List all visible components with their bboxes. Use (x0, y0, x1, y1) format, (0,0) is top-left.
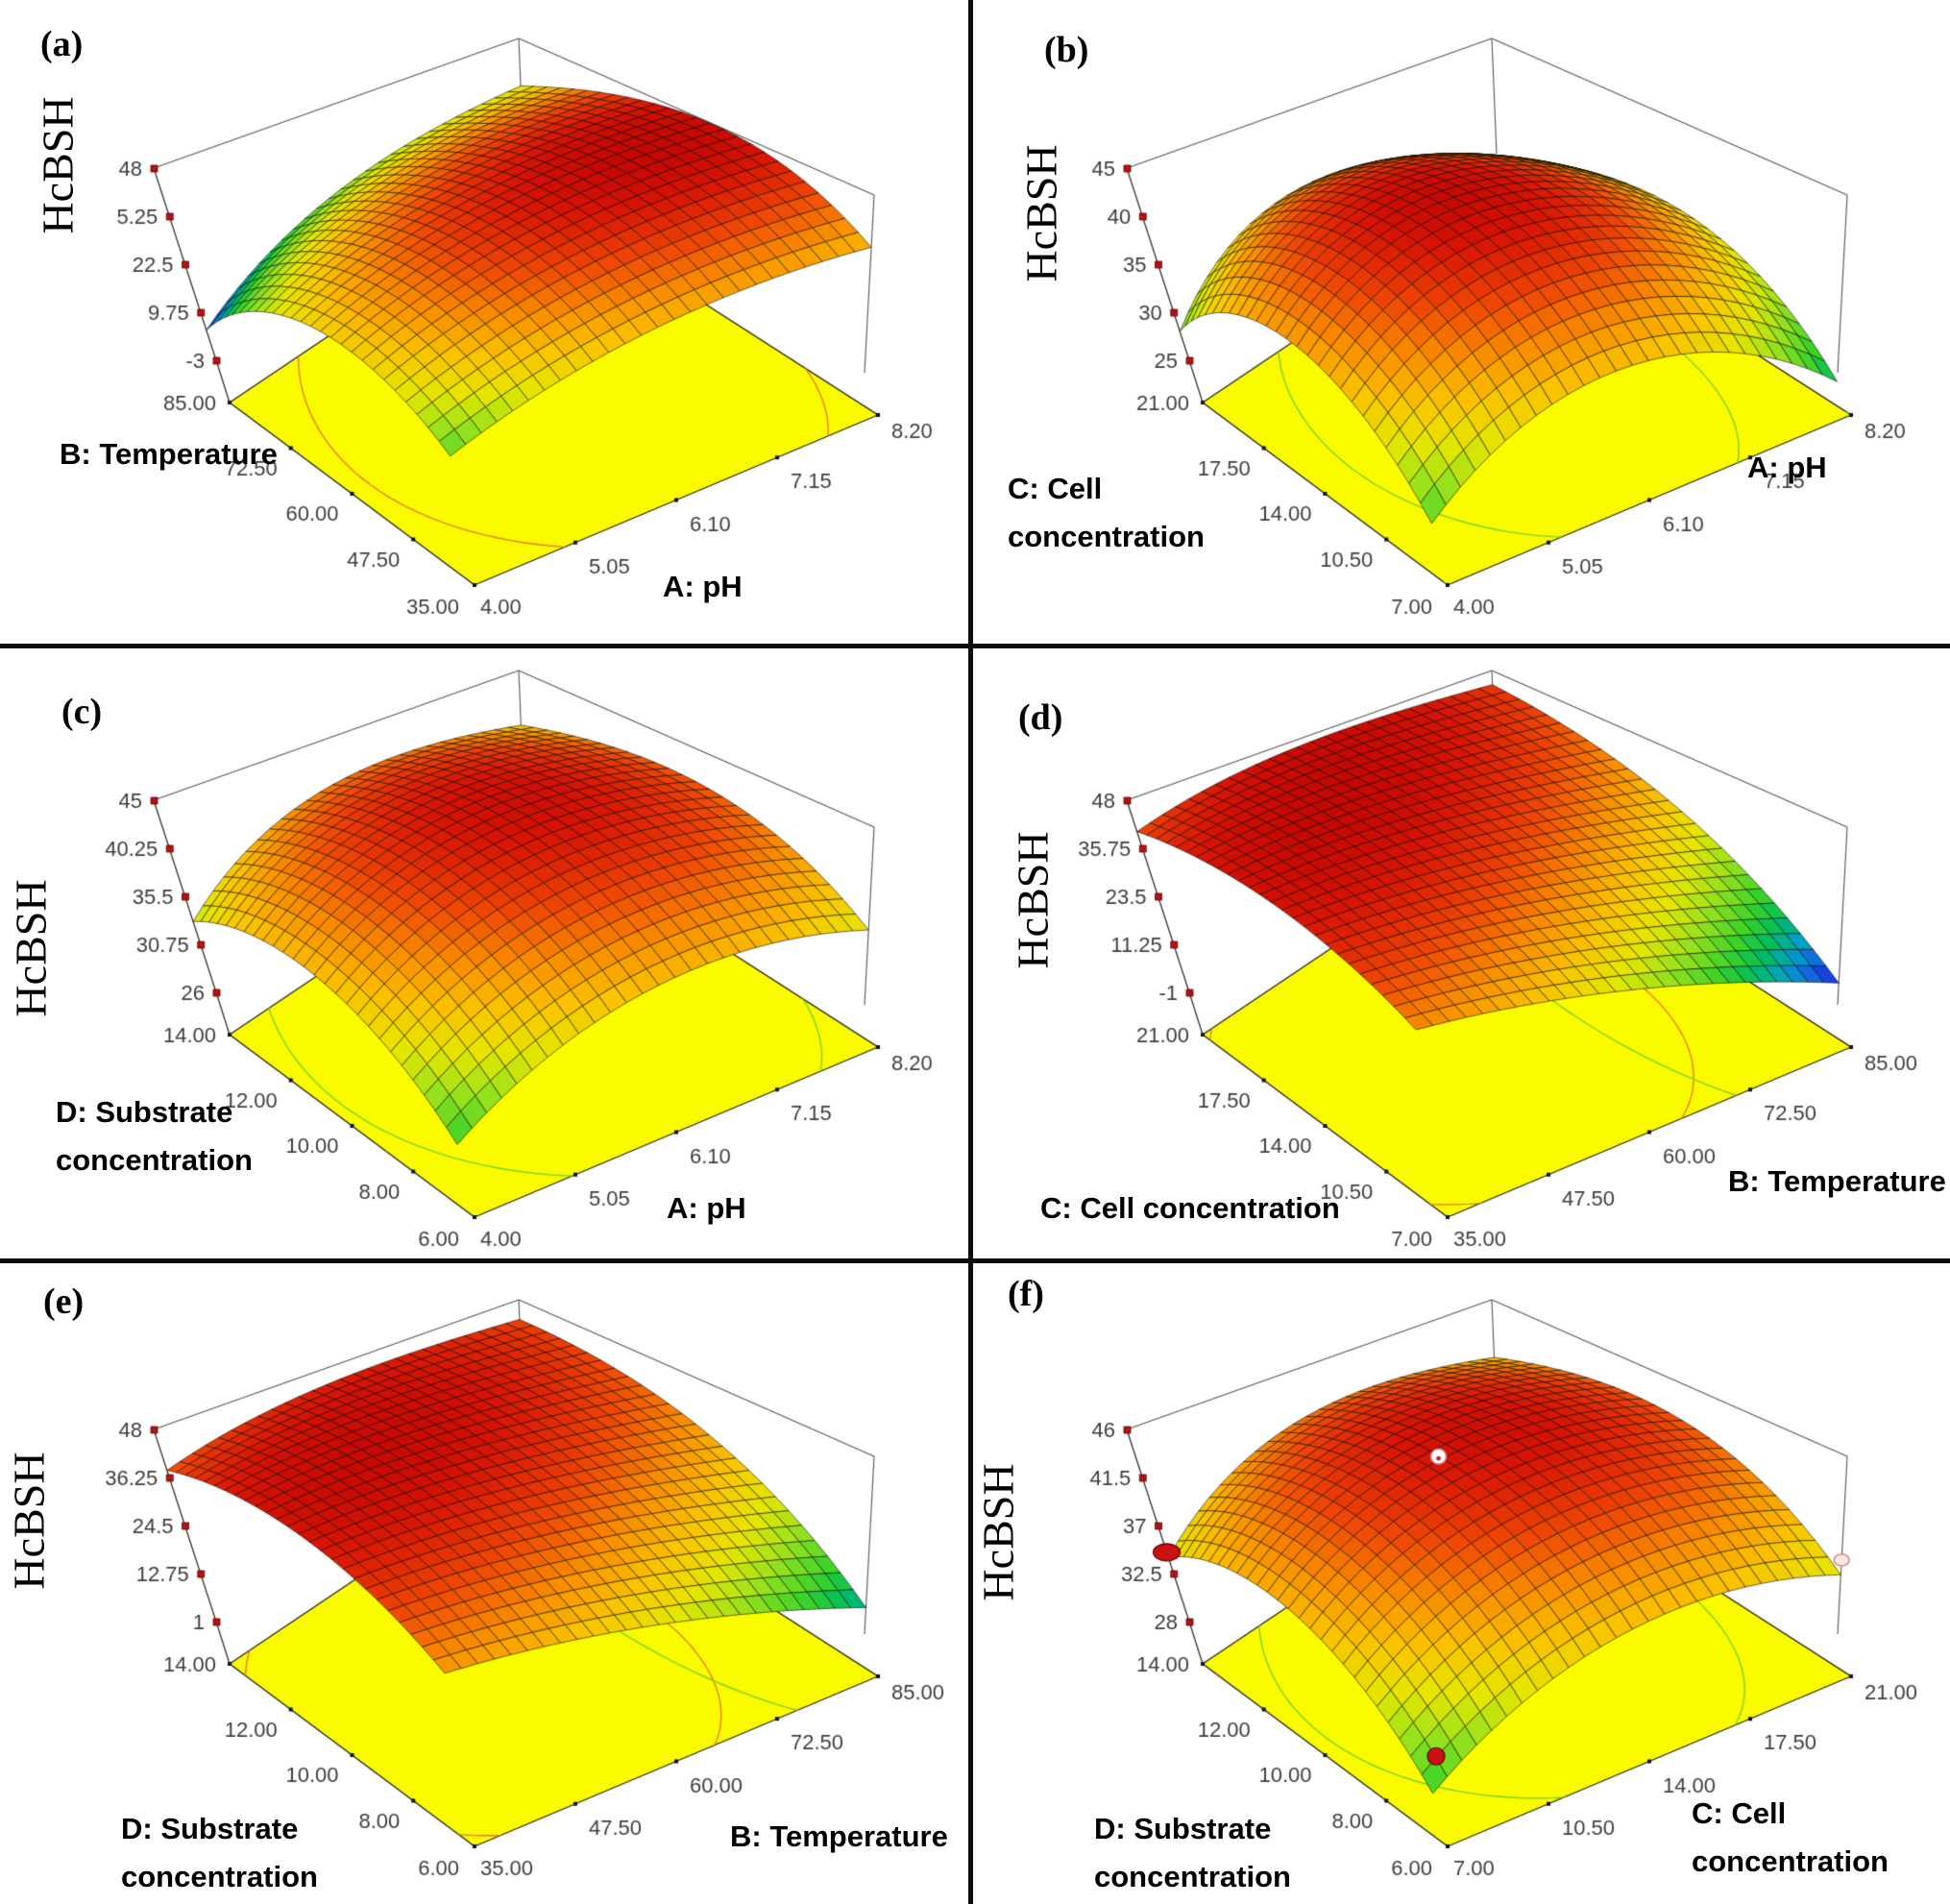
right-axis-title: A: pH (663, 570, 743, 603)
z-axis-title: HcBSH (1008, 831, 1058, 969)
surface-plot-panel-d: (d) HcBSH C: Cell concentration B: Tempe… (973, 648, 1950, 1258)
surface-plot-panel-a: (a) HcBSH B: Temperature A: pH (0, 0, 968, 644)
panel-letter-f: (f) (1008, 1274, 1044, 1314)
right-axis-title: B: Temperature (1728, 1164, 1946, 1198)
panel-letter-b: (b) (1044, 30, 1089, 70)
right-axis-title: A: pH (667, 1191, 746, 1225)
z-axis-title: HcBSH (973, 1463, 1023, 1601)
panel-letter-a: (a) (40, 24, 84, 64)
panel-letter-d: (d) (1018, 697, 1063, 738)
left-axis-title: D: Substrate concentration (1094, 1812, 1291, 1893)
surface-canvas-e (0, 1263, 968, 1904)
panel-divider-vertical (968, 0, 973, 1904)
right-axis-title: B: Temperature (730, 1819, 948, 1853)
left-axis-title: D: Substrate concentration (56, 1095, 253, 1177)
surface-canvas-f (973, 1263, 1950, 1904)
surface-canvas-c (0, 648, 968, 1258)
z-axis-title: HcBSH (1016, 144, 1066, 282)
left-axis-title: B: Temperature (60, 437, 278, 471)
z-axis-title: HcBSH (33, 96, 83, 234)
panel-divider-horizontal-2 (0, 1258, 1950, 1263)
surface-plot-panel-e: (e) HcBSH D: Substrate concentration B: … (0, 1263, 968, 1904)
panel-letter-c: (c) (61, 692, 103, 732)
panel-letter-e: (e) (43, 1282, 85, 1322)
surface-plot-panel-c: (c) HcBSH D: Substrate concentration A: … (0, 648, 968, 1258)
right-axis-title: C: Cell concentration (1692, 1796, 1889, 1878)
surface-plot-panel-b: (b) HcBSH C: Cell concentration A: pH (973, 0, 1950, 644)
right-axis-title: A: pH (1747, 451, 1827, 484)
surface-canvas-a (0, 0, 968, 644)
left-axis-title: C: Cell concentration (1040, 1191, 1340, 1225)
surface-plot-panel-f: (f) HcBSH D: Substrate concentration C: … (973, 1263, 1950, 1904)
left-axis-title: D: Substrate concentration (121, 1812, 318, 1893)
z-axis-title: HcBSH (6, 879, 56, 1017)
left-axis-title: C: Cell concentration (1008, 472, 1205, 553)
surface-canvas-b (973, 0, 1950, 644)
z-axis-title: HcBSH (4, 1452, 54, 1590)
panel-divider-horizontal-1 (0, 644, 1950, 648)
surface-canvas-d (973, 648, 1950, 1258)
